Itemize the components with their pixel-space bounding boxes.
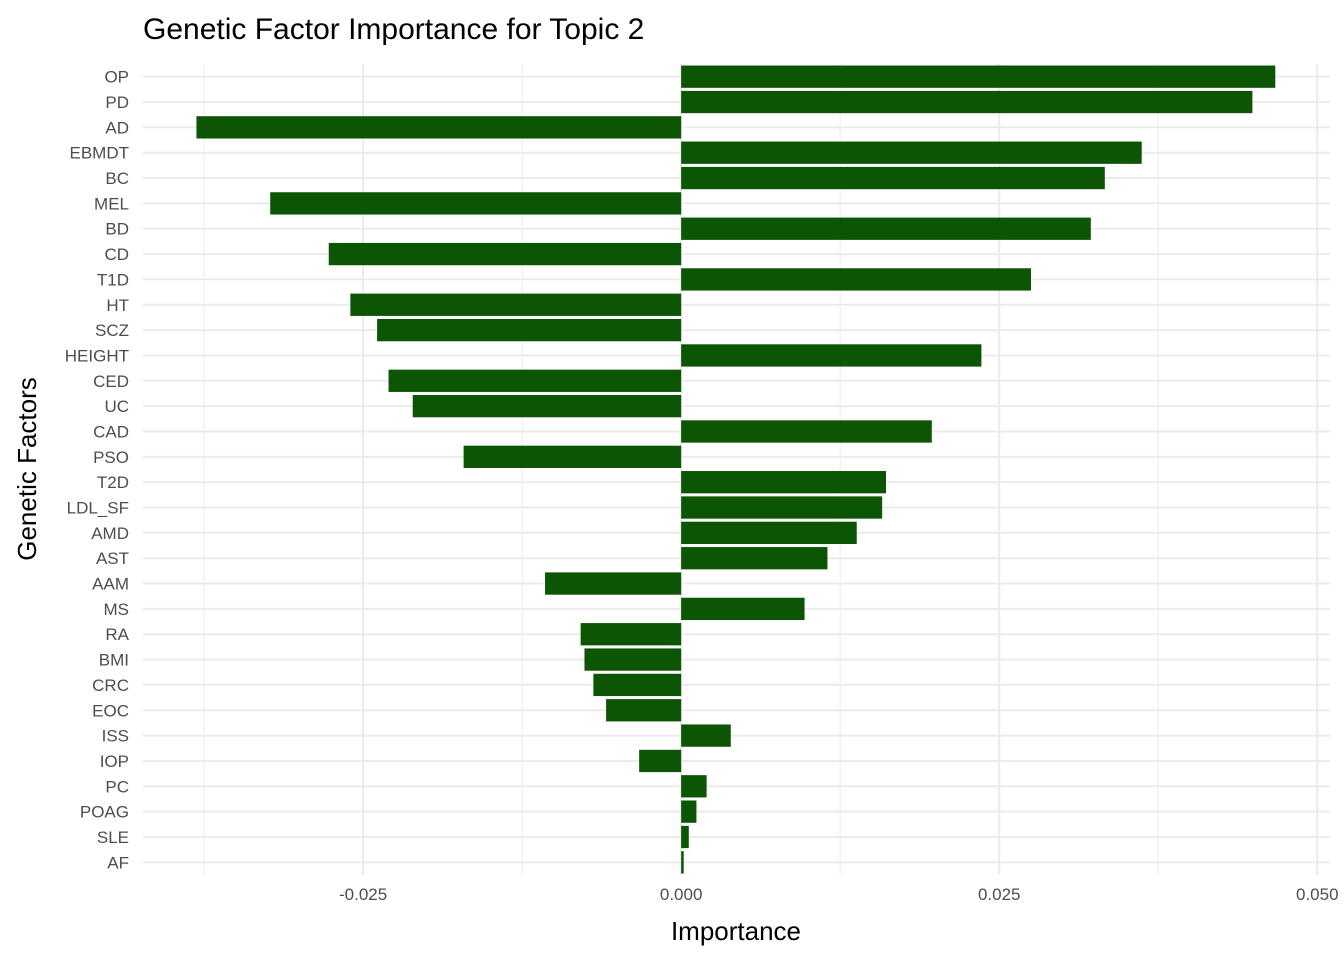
bar-sle bbox=[681, 825, 689, 849]
y-tick-label: MS bbox=[104, 600, 130, 619]
y-tick-label: EOC bbox=[92, 701, 129, 720]
bar-bc bbox=[681, 166, 1105, 190]
bar-mel bbox=[270, 192, 682, 215]
y-tick-label: UC bbox=[104, 397, 129, 416]
y-tick-label: SCZ bbox=[95, 321, 129, 340]
y-tick-label: MEL bbox=[94, 194, 129, 213]
y-tick-label: HT bbox=[106, 296, 129, 315]
bar-ced bbox=[388, 369, 682, 392]
bar-crc bbox=[593, 673, 682, 697]
bar-iop bbox=[639, 749, 682, 773]
y-tick-labels: OP PD AD EBMDT BC MEL BD CD T1D HT SCZ HEIGHT CED UC C… bbox=[65, 68, 130, 873]
y-tick-label: BC bbox=[105, 169, 129, 188]
y-tick-label: AAM bbox=[92, 575, 129, 594]
bar-ast bbox=[681, 547, 828, 570]
y-tick-label: CD bbox=[104, 245, 129, 264]
chart-title: Genetic Factor Importance for Topic 2 bbox=[143, 13, 644, 46]
y-tick-label: AF bbox=[107, 853, 129, 872]
y-tick-label: PC bbox=[105, 777, 129, 796]
bar-ht bbox=[350, 293, 682, 316]
y-tick-label: AD bbox=[105, 118, 129, 137]
y-tick-label: OP bbox=[104, 68, 129, 87]
x-tick-labels: -0.025 0.000 0.025 0.050 bbox=[339, 885, 1339, 904]
bar-ms bbox=[681, 597, 805, 621]
y-tick-label: CAD bbox=[93, 422, 129, 441]
bar-height bbox=[681, 344, 982, 367]
bar-ad bbox=[196, 116, 682, 139]
bar-amd bbox=[681, 521, 857, 545]
y-tick-label: SLE bbox=[97, 828, 129, 847]
bar-cad bbox=[681, 420, 932, 443]
bar-ebmdt bbox=[681, 141, 1142, 164]
x-axis-label: Importance bbox=[671, 916, 801, 946]
x-tick-label: 0.025 bbox=[978, 885, 1021, 904]
y-tick-label: T1D bbox=[97, 270, 129, 289]
y-tick-label: HEIGHT bbox=[65, 346, 129, 365]
bar-scz bbox=[377, 318, 682, 342]
bar-op bbox=[681, 65, 1276, 88]
bar-pso bbox=[463, 445, 682, 468]
y-tick-label: CED bbox=[93, 372, 129, 391]
bar-aam bbox=[545, 572, 682, 595]
bar-ldl_sf bbox=[681, 496, 883, 519]
bar-t2d bbox=[681, 471, 886, 494]
y-tick-label: EBMDT bbox=[70, 144, 130, 163]
y-tick-label: BD bbox=[105, 220, 129, 239]
y-tick-label: CRC bbox=[92, 676, 129, 695]
bar-iss bbox=[681, 724, 731, 747]
y-tick-label: PD bbox=[105, 93, 129, 112]
bar-cd bbox=[328, 242, 682, 266]
y-tick-label: BMI bbox=[99, 651, 129, 670]
bar-pd bbox=[681, 90, 1253, 114]
y-tick-label: IOP bbox=[100, 752, 129, 771]
x-tick-label: 0.000 bbox=[660, 885, 703, 904]
bar-af bbox=[681, 851, 684, 874]
y-tick-label: AMD bbox=[91, 524, 129, 543]
bar-bmi bbox=[584, 648, 682, 671]
bar-uc bbox=[412, 394, 682, 418]
y-tick-label: ISS bbox=[102, 727, 129, 746]
bar-t1d bbox=[681, 268, 1032, 291]
y-tick-label: PSO bbox=[93, 448, 129, 467]
y-tick-label: T2D bbox=[97, 473, 129, 492]
y-tick-label: AST bbox=[96, 549, 129, 568]
bar-bd bbox=[681, 217, 1091, 240]
bar-ra bbox=[580, 623, 682, 646]
bar-pc bbox=[681, 775, 707, 798]
bar-eoc bbox=[606, 699, 682, 722]
y-tick-label: LDL_SF bbox=[67, 499, 129, 518]
bar-poag bbox=[681, 800, 697, 823]
y-tick-label: POAG bbox=[80, 803, 129, 822]
x-tick-label: -0.025 bbox=[339, 885, 387, 904]
bars bbox=[196, 65, 1276, 874]
x-tick-label: 0.050 bbox=[1296, 885, 1339, 904]
y-tick-label: RA bbox=[105, 625, 129, 644]
y-axis-label: Genetic Factors bbox=[12, 377, 42, 561]
